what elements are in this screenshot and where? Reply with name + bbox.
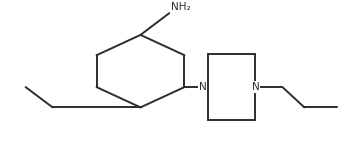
Text: NH₂: NH₂ <box>171 2 190 12</box>
Text: N: N <box>199 82 206 92</box>
Text: N: N <box>252 82 259 92</box>
